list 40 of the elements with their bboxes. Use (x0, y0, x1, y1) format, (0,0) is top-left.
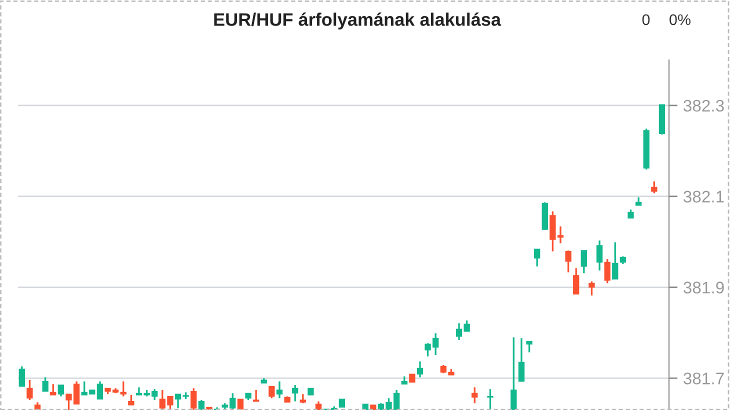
candlestick (472, 386, 478, 404)
candlestick (50, 383, 56, 396)
candlestick (300, 393, 306, 404)
candlestick (580, 250, 587, 274)
candlestick (456, 322, 462, 341)
candlestick (292, 384, 298, 402)
candlestick (464, 320, 470, 332)
candlestick (58, 384, 64, 398)
candlestick (276, 380, 283, 400)
candlestick (120, 380, 126, 398)
candlestick (565, 250, 572, 274)
y-tick-label: 382.3 (684, 100, 724, 112)
text: 0% (670, 14, 690, 26)
candlestick (612, 241, 618, 280)
candlestick (518, 337, 525, 382)
candlestick (18, 366, 25, 388)
y-tick-label: 381.7 (684, 372, 724, 384)
candlestick (416, 360, 424, 378)
candlestick (526, 340, 532, 354)
text: 0 (642, 14, 650, 26)
candlestick (190, 387, 197, 410)
candlestick (604, 258, 610, 284)
candlestick (237, 398, 244, 410)
candlestick (573, 267, 580, 295)
candlestick (128, 394, 134, 406)
candlestick (588, 280, 595, 296)
candlestick (96, 380, 104, 400)
candlestick (534, 248, 540, 268)
candlestick (487, 388, 494, 410)
chart-title: EUR/HUF árfolyamának alakulása (214, 12, 502, 30)
candlestick (268, 386, 275, 400)
y-tick-label: 382.1 (684, 190, 724, 203)
candlestick (26, 379, 33, 401)
candlestick (198, 399, 205, 410)
candlestick (510, 336, 517, 410)
y-tick-label: 381.9 (684, 282, 724, 294)
candlestick (42, 376, 48, 392)
candlestick (651, 180, 658, 194)
candlestick (252, 389, 260, 402)
candlestick (596, 240, 603, 272)
